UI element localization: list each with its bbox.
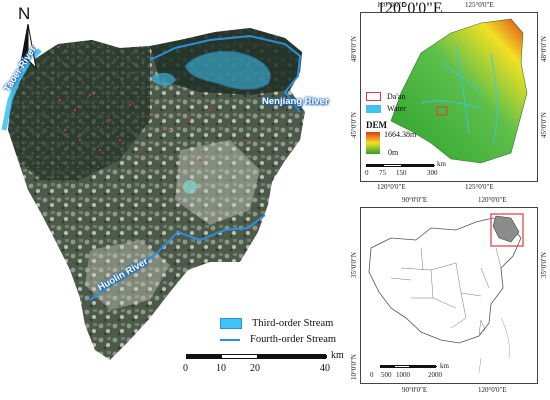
legend-label: Fourth-order Stream [250,334,337,345]
dem-min: 0m [388,148,399,157]
legend-item: Da'an [366,92,405,101]
scale-tick: 150 [396,169,407,177]
scale-tick: 40 [320,363,330,374]
lon-label: 125°0'0"E [465,183,494,191]
field-marks [58,93,247,162]
dem-max: 1664.38m [384,130,417,139]
lon-label: 90°0'0"E [402,386,428,394]
legend-label: Third-order Stream [252,318,334,329]
north-label: N [18,4,31,23]
lat-label: 35°0'0"N [540,252,548,278]
water-swatch-icon [366,104,381,113]
lon-label: 120°0'0"E [478,196,507,204]
china-inset-map [360,207,538,384]
river-label: Nenjiang River [262,96,329,107]
scale-bar [186,354,327,359]
area-outline-swatch-icon [366,92,381,101]
fourth-order-stream-swatch-icon [220,338,240,341]
third-order-stream-swatch-icon [220,318,242,329]
lon-label: 120°0'0"E [377,183,406,191]
lon-label: 120°0'0"E [377,1,406,9]
scale-bar [380,365,437,368]
legend-label: Da'an [387,92,406,101]
legend-item: Water [366,104,406,113]
scale-tick: 0 [370,371,374,379]
dem-title: DEM [366,120,387,130]
scale-tick: 0 [365,169,369,177]
china-map [368,213,524,374]
scale-bar [366,164,435,167]
scale-unit: km [440,362,449,370]
north-arrow-icon [19,24,37,70]
scale-tick: 0 [183,363,188,374]
lat-label: 45°0'0"N [350,112,358,138]
scale-tick: 1000 [396,371,410,379]
legend-label: Water [387,104,406,113]
dem-inset-map [360,12,538,182]
legend-item: Fourth-order Stream [220,334,336,345]
dem-colorbar [366,132,380,154]
lat-label: 10°0'0"N [350,354,358,380]
legend-item: Third-order Stream [220,318,333,329]
scale-tick: 10 [216,363,226,374]
scale-tick: 300 [427,169,438,177]
lat-label: 35°0'0"N [350,252,358,278]
dem-map [390,18,528,164]
scale-tick: 500 [381,371,392,379]
lon-label: 90°0'0"E [402,196,428,204]
scale-tick: 75 [379,169,386,177]
scale-tick: 20 [250,363,260,374]
lat-label: 48°0'0"N [350,36,358,62]
lat-label: 45°0'0"N [540,112,548,138]
scale-unit: km [437,160,446,168]
lon-label: 125°0'0"E [465,1,494,9]
scale-unit: km [331,350,344,361]
lon-label: 120°0'0"E [478,386,507,394]
lat-label: 48°0'0"N [540,36,548,62]
scale-tick: 2000 [428,371,442,379]
